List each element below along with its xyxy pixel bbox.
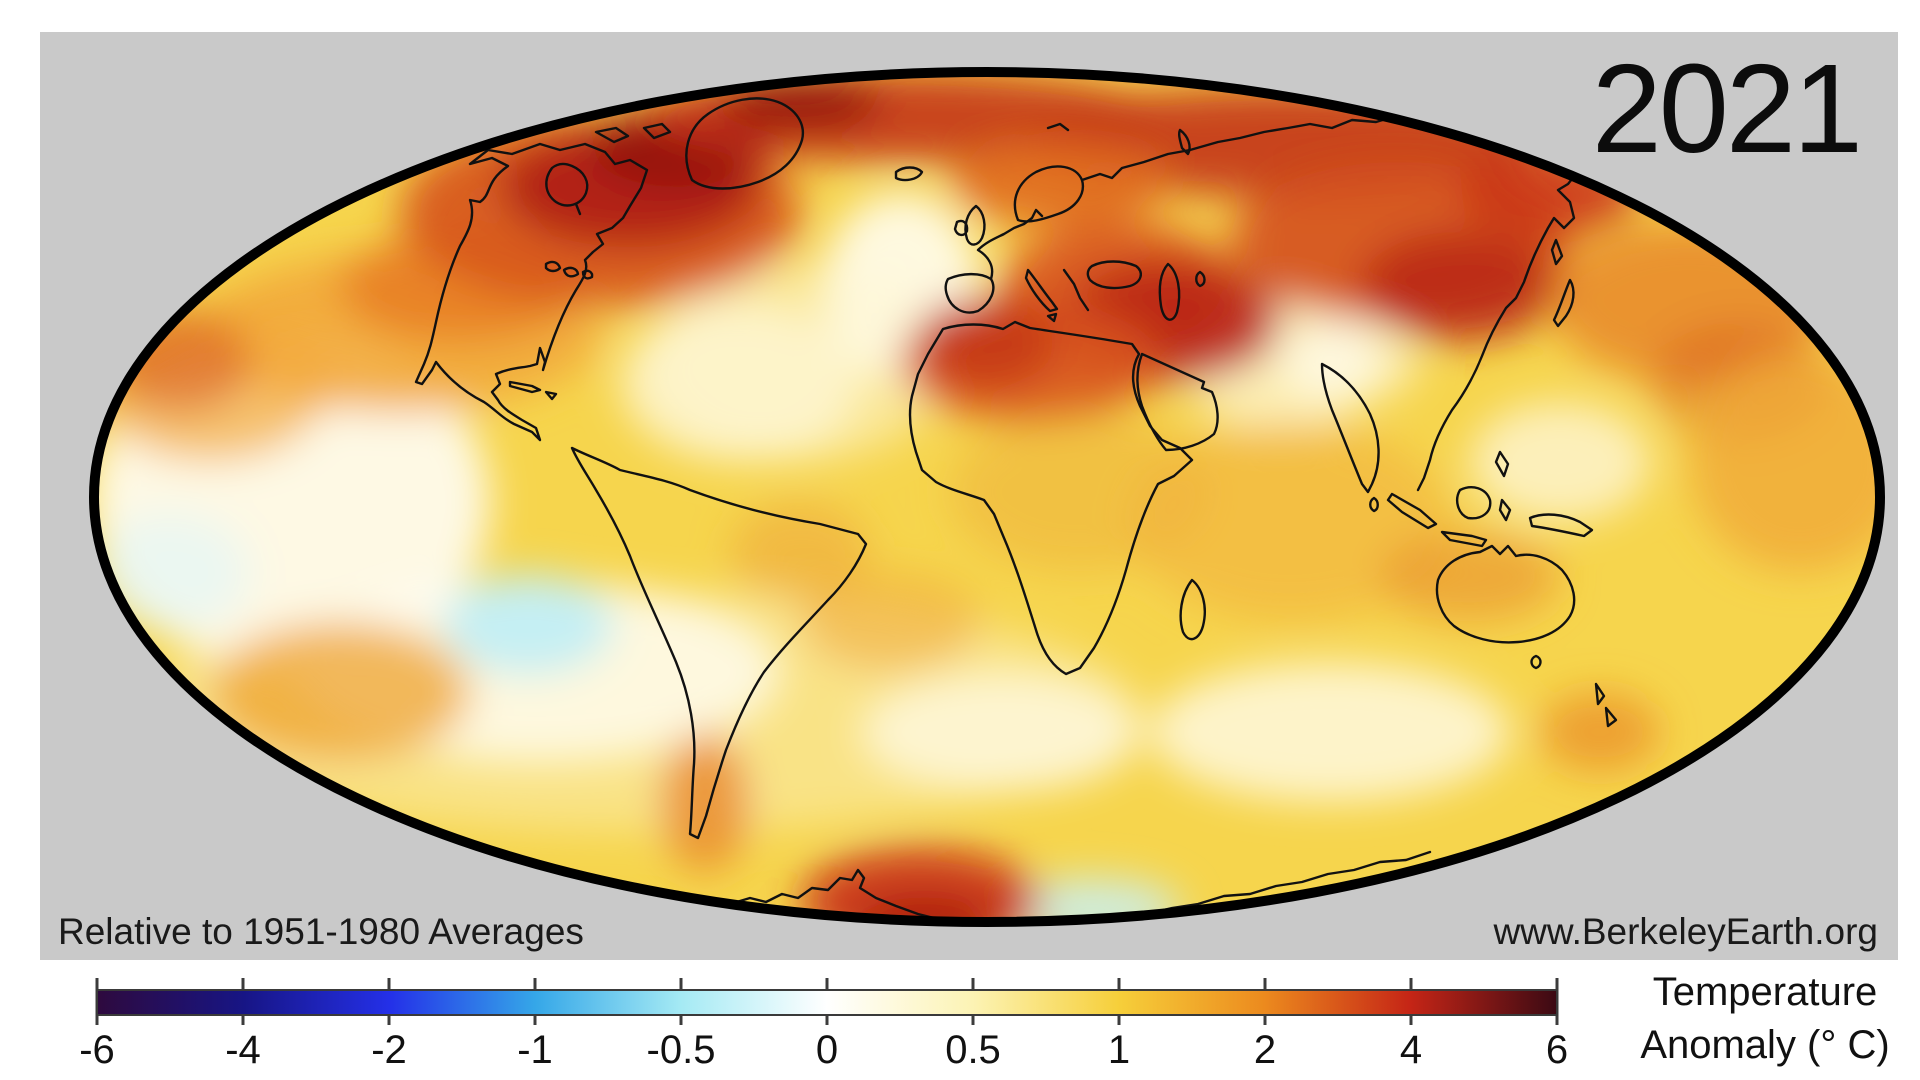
colorbar-tick-label: 4 xyxy=(1399,1028,1423,1072)
colorbar-tick-label: -6 xyxy=(79,1028,115,1072)
map-panel: 2021 Relative to 1951-1980 Averages www.… xyxy=(40,32,1898,960)
colorbar-tick-label: -2 xyxy=(371,1028,407,1072)
colorbar: -6 -4 -2 -1 -0.5 0 0.5 1 2 4 6 xyxy=(79,978,1568,1078)
colorbar-tick-label: 0.5 xyxy=(945,1028,1001,1072)
source-note: www.BerkeleyEarth.org xyxy=(1493,911,1878,952)
colorbar-title-line1: Temperature xyxy=(1652,970,1878,1014)
colorbar-labels: -6 -4 -2 -1 -0.5 0 0.5 1 2 4 6 xyxy=(79,1028,1568,1076)
baseline-note: Relative to 1951-1980 Averages xyxy=(58,911,584,952)
colorbar-title-line2: Anomaly (° C) xyxy=(1640,1023,1890,1067)
colorbar-title: Temperature Anomaly (° C) xyxy=(1610,966,1920,1072)
colorbar-tick-label: -1 xyxy=(517,1028,553,1072)
colorbar-tick-label: -4 xyxy=(225,1028,261,1072)
colorbar-tick-label: -0.5 xyxy=(646,1028,716,1072)
colorbar-tick-label: 0 xyxy=(815,1028,839,1072)
year-label: 2021 xyxy=(1591,38,1863,179)
colorbar-tick-label: 1 xyxy=(1107,1028,1131,1072)
colorbar-tick-label: 2 xyxy=(1253,1028,1277,1072)
world-anomaly-map xyxy=(89,67,1885,927)
colorbar-tick-label: 6 xyxy=(1545,1028,1569,1072)
anomaly-field xyxy=(94,72,1880,922)
globe-rim xyxy=(89,67,1885,927)
colorbar-gradient xyxy=(96,989,1558,1016)
